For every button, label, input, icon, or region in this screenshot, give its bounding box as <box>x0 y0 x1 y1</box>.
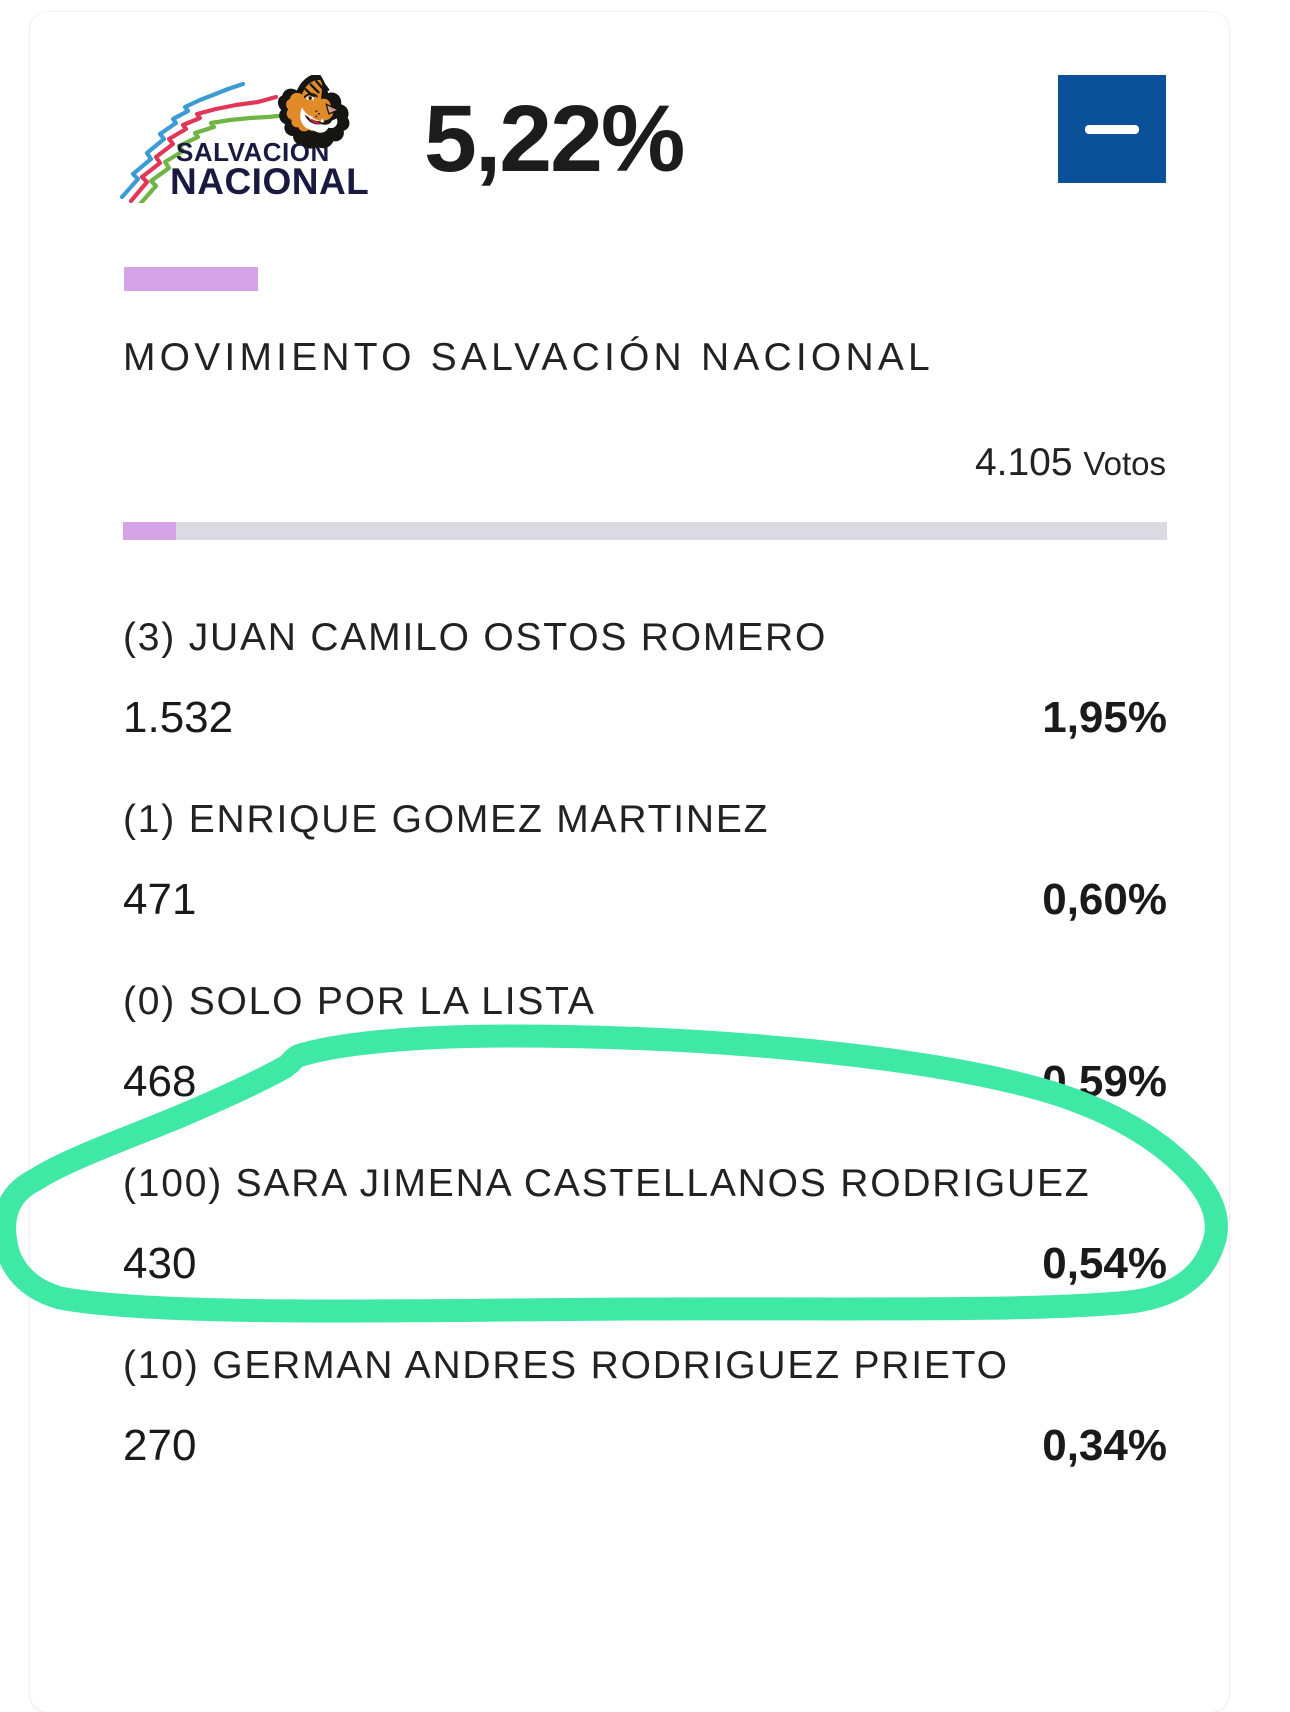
svg-text:NACIONAL: NACIONAL <box>170 161 369 202</box>
